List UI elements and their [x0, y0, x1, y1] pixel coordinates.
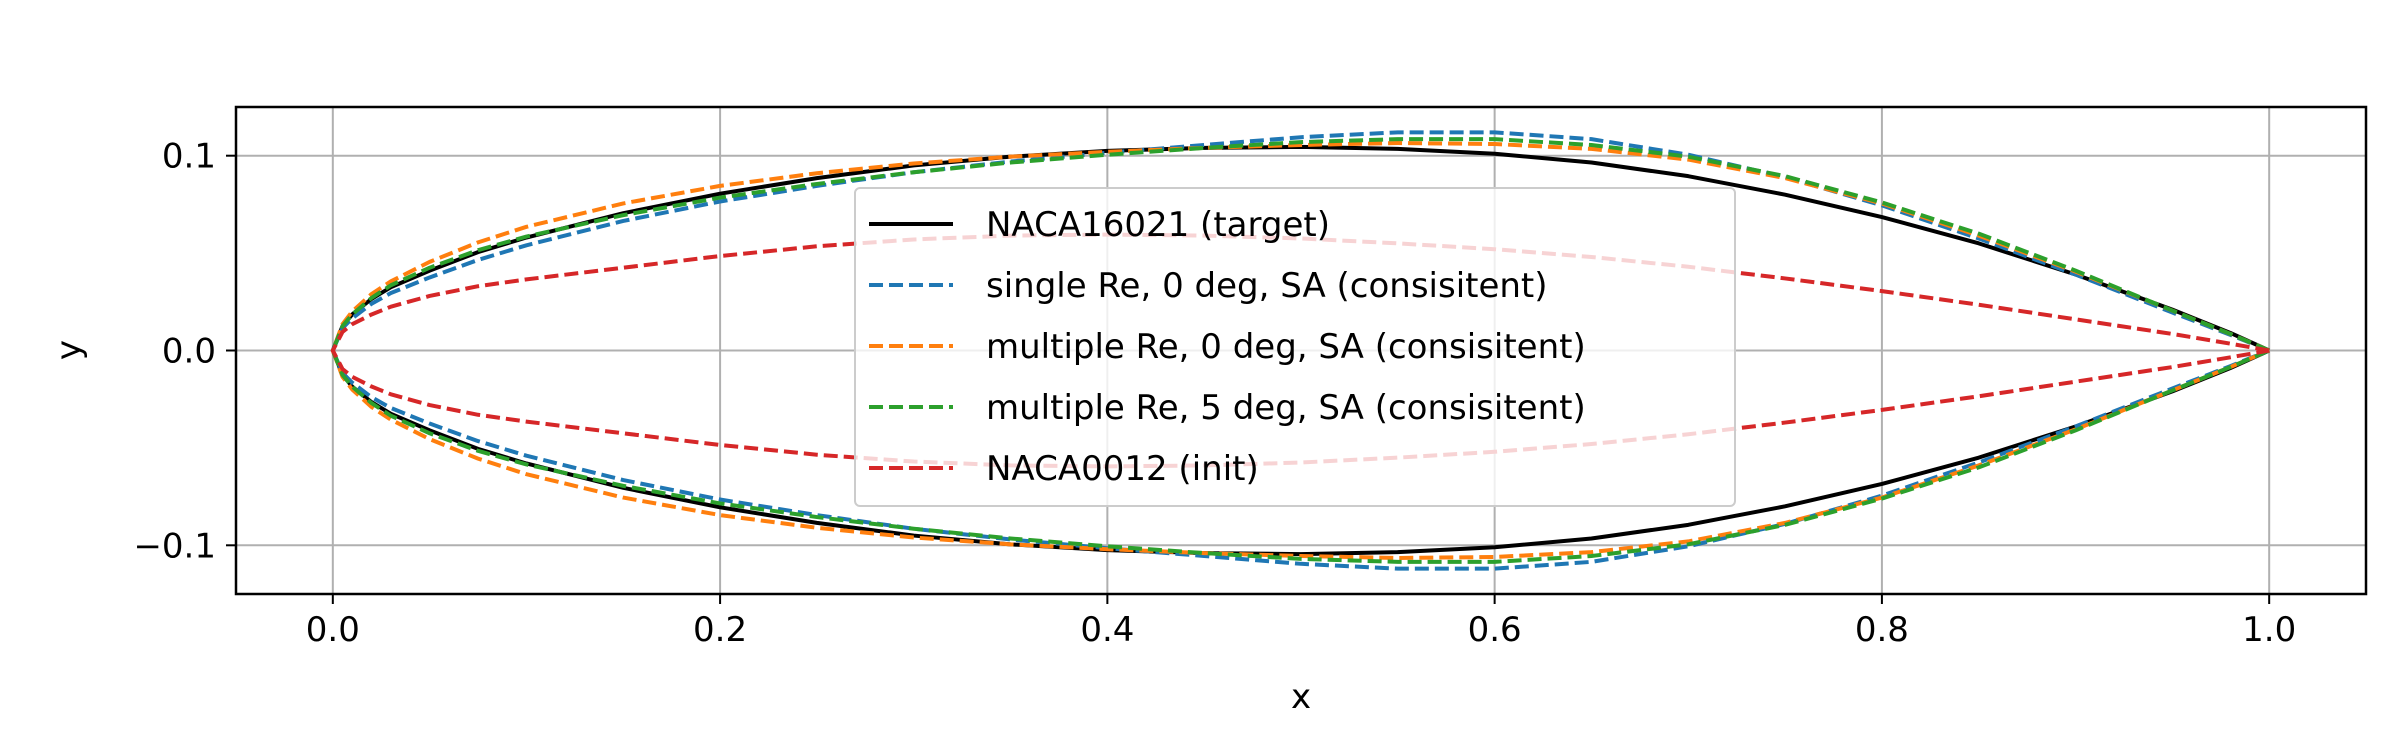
x-tick-label: 0.8 — [1855, 610, 1909, 650]
x-tick-label: 0.6 — [1468, 610, 1522, 650]
x-tick-label: 0.4 — [1080, 610, 1134, 650]
x-tick-label: 0.0 — [306, 610, 360, 650]
x-axis-label: x — [1291, 677, 1311, 717]
y-tick-label: 0.0 — [162, 332, 216, 372]
legend-box — [854, 187, 1736, 507]
y-tick-label: −0.1 — [133, 526, 216, 566]
series-line-2 — [330, 130, 2270, 571]
legend-label: multiple Re, 0 deg, SA (consisitent) — [986, 327, 1586, 367]
x-tick-label: 1.0 — [2242, 610, 2296, 650]
legend: NACA16021 (target) single Re, 0 deg, SA (… — [854, 187, 1736, 507]
legend-label: NACA0012 (init) — [986, 449, 1259, 489]
x-tick-label: 0.2 — [693, 610, 747, 650]
legend-label: NACA16021 (target) — [986, 205, 1330, 245]
y-tick-label: 0.1 — [162, 137, 216, 177]
legend-label: single Re, 0 deg, SA (consisitent) — [986, 266, 1548, 306]
ticks: 0.0 0.2 0.4 0.6 0.8 1.0 −0.1 0.0 0.1 — [133, 137, 2296, 650]
y-axis-label: y — [49, 340, 89, 360]
legend-label: multiple Re, 5 deg, SA (consisitent) — [986, 388, 1586, 428]
